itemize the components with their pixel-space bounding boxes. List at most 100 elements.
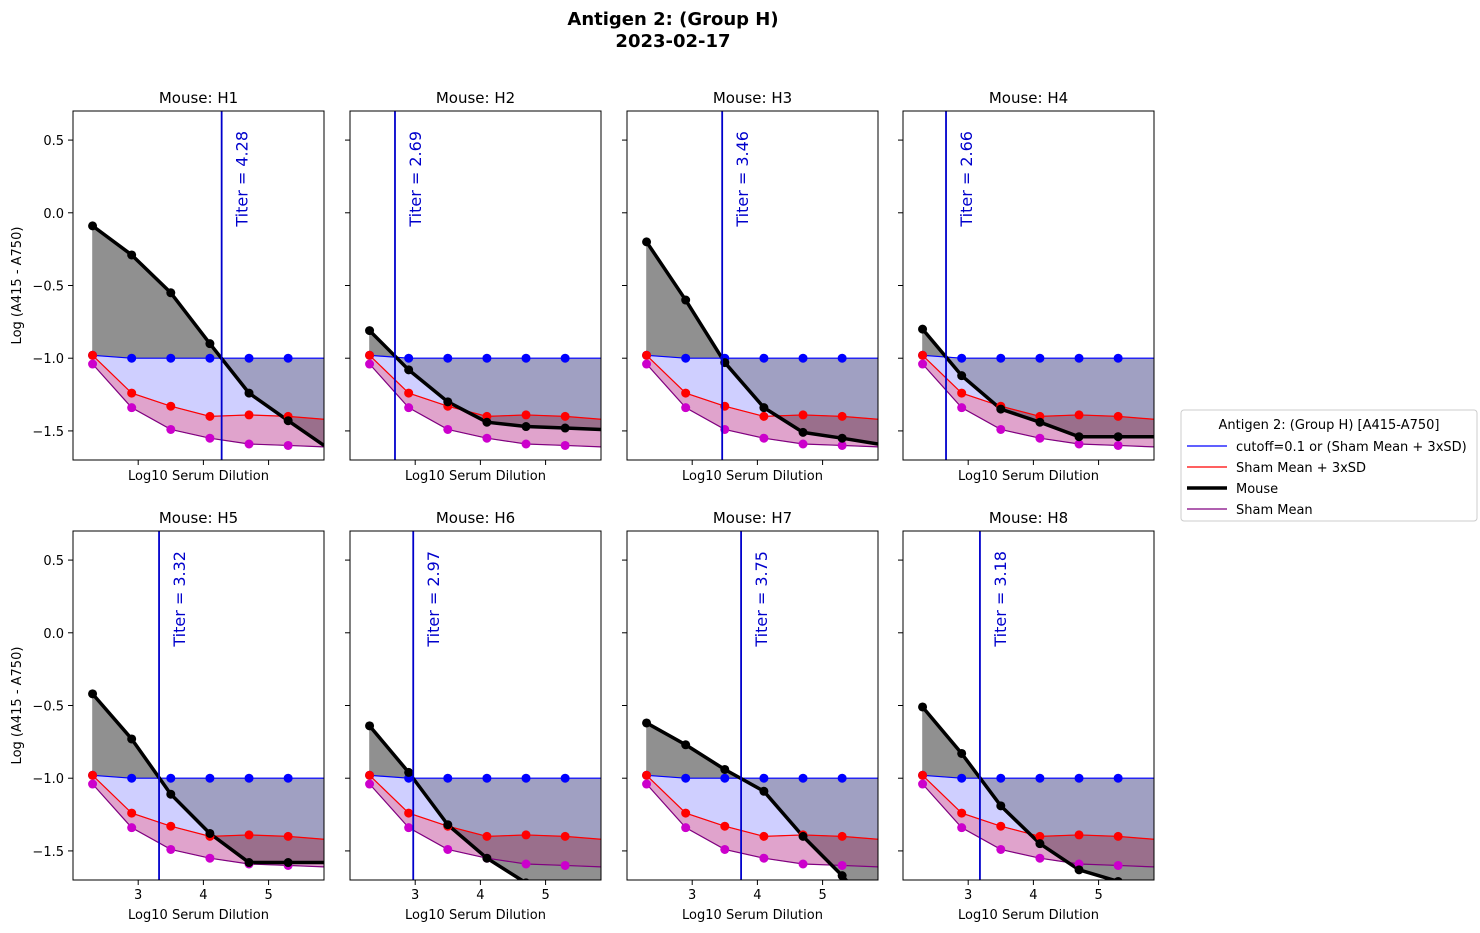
x-tick-label: 4 — [199, 888, 207, 903]
sham-3sd-point — [560, 831, 570, 841]
titer-label: Titer = 3.75 — [752, 551, 771, 648]
plot-area — [642, 718, 878, 880]
cutoff-point — [521, 773, 531, 783]
cutoff-point — [521, 353, 531, 363]
sham-3sd-point — [1074, 830, 1084, 840]
legend-box — [1180, 409, 1478, 522]
mouse-point — [642, 237, 652, 247]
sham-3sd-point — [759, 411, 769, 421]
mouse-point — [681, 740, 691, 750]
sham-mean-point — [642, 359, 652, 369]
mouse-point — [798, 831, 808, 841]
mouse-point — [127, 734, 137, 744]
cutoff-point — [482, 353, 492, 363]
mouse-point — [560, 423, 570, 433]
sham-3sd-point — [681, 388, 691, 398]
sham-mean-point — [1074, 439, 1084, 449]
y-axis-label: Log (A415 - A750) — [10, 647, 25, 765]
cutoff-point — [482, 773, 492, 783]
mouse-fill-overlay — [922, 706, 1154, 880]
sham-3sd-point — [560, 411, 570, 421]
x-tick-label: 4 — [476, 888, 484, 903]
plot-area — [365, 326, 601, 450]
sham-3sd-point — [521, 410, 531, 420]
mouse-point — [166, 789, 176, 799]
subplot-title: Mouse: H7 — [713, 509, 792, 527]
cutoff-point — [443, 773, 453, 783]
plot-area — [365, 721, 601, 902]
sham-3sd-point — [283, 831, 293, 841]
sham-mean-point — [482, 433, 492, 443]
sham-mean-point — [205, 853, 215, 863]
titer-label: Titer = 2.66 — [957, 131, 976, 228]
mouse-point — [918, 324, 928, 334]
mouse-point — [1035, 417, 1045, 427]
mouse-point — [88, 689, 98, 699]
sham-mean-point — [996, 424, 1006, 434]
sham-mean-point — [166, 844, 176, 854]
cutoff-point — [1113, 353, 1123, 363]
x-axis-label: Log10 Serum Dilution — [405, 908, 546, 923]
cutoff-point — [837, 773, 847, 783]
cutoff-point — [996, 773, 1006, 783]
cutoff-point — [1074, 773, 1084, 783]
mouse-point — [443, 397, 453, 407]
sham-3sd-point — [798, 410, 808, 420]
sham-3sd-point — [957, 808, 967, 818]
cutoff-point — [1074, 353, 1084, 363]
sham-mean-point — [205, 433, 215, 443]
mouse-fill-overlay — [646, 241, 878, 444]
sham-3sd-point — [365, 770, 375, 780]
x-axis-label: Log10 Serum Dilution — [958, 469, 1099, 484]
mouse-point — [244, 858, 254, 868]
y-axis-label: Log (A415 - A750) — [10, 227, 25, 345]
x-axis-label: Log10 Serum Dilution — [958, 908, 1099, 923]
mouse-point — [996, 801, 1006, 811]
figure-title: Antigen 2: (Group H) 2023-02-17 — [0, 9, 1346, 53]
sham-mean-point — [166, 424, 176, 434]
mouse-point — [127, 250, 137, 260]
cutoff-point — [1035, 353, 1045, 363]
sham-3sd-point — [244, 830, 254, 840]
x-tick-label: 4 — [753, 888, 761, 903]
sham-mean-point — [1113, 440, 1123, 450]
mouse-point — [283, 858, 293, 868]
sham-mean-point — [404, 823, 414, 833]
plot-area — [88, 221, 324, 450]
sham-mean-point — [560, 440, 570, 450]
cutoff-point — [560, 773, 570, 783]
figure-title-line1: Antigen 2: (Group H) — [567, 9, 779, 30]
sham-3sd-point — [759, 831, 769, 841]
sham-mean-point — [1113, 860, 1123, 870]
x-axis-label: Log10 Serum Dilution — [128, 469, 269, 484]
sham-3sd-point — [482, 831, 492, 841]
sham-3sd-point — [837, 831, 847, 841]
x-axis-label: Log10 Serum Dilution — [128, 908, 269, 923]
mouse-point — [561, 893, 570, 902]
cutoff-point — [759, 773, 769, 783]
sham-3sd-point — [365, 350, 375, 360]
mouse-point — [283, 416, 293, 426]
x-axis-label: Log10 Serum Dilution — [405, 469, 546, 484]
sham-3sd-point — [127, 808, 137, 818]
mouse-point — [1074, 865, 1084, 875]
sham-mean-point — [681, 823, 691, 833]
sham-mean-point — [918, 779, 928, 789]
sham-mean-point — [283, 440, 293, 450]
x-tick-label: 5 — [1094, 888, 1102, 903]
y-tick-label: 0.5 — [43, 134, 64, 149]
sham-3sd-point — [166, 401, 176, 411]
mouse-fill-overlay — [92, 693, 324, 863]
sham-3sd-point — [521, 830, 531, 840]
legend-entry-label: Sham Mean + 3xSD — [1236, 461, 1366, 476]
titer-label: Titer = 2.69 — [406, 131, 425, 228]
mouse-point — [1113, 432, 1123, 442]
sham-mean-point — [837, 440, 847, 450]
subplot-title: Mouse: H8 — [989, 509, 1068, 527]
cutoff-point — [798, 773, 808, 783]
mouse-point — [244, 388, 254, 398]
mouse-fill-overlay — [369, 330, 601, 430]
legend-entry-label: Sham Mean — [1236, 503, 1313, 518]
mouse-point — [404, 365, 414, 375]
figure-title-line2: 2023-02-17 — [615, 31, 731, 52]
